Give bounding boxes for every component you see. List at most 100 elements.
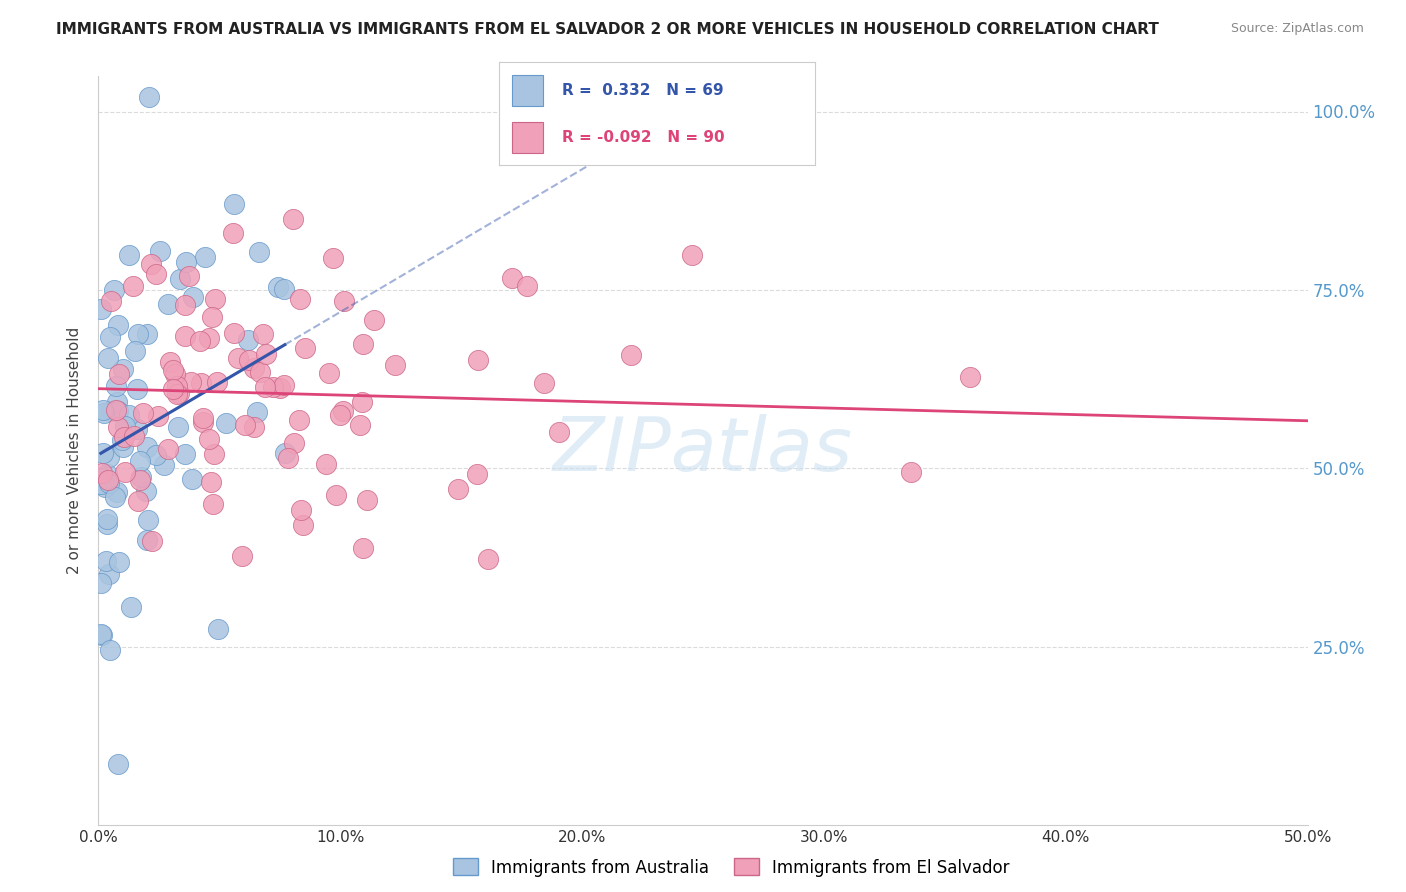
- Point: [198, 433, 221, 447]
- Point: [277, 450, 299, 465]
- Point: [96, 517, 118, 532]
- Point: [238, 353, 260, 368]
- Point: [107, 757, 129, 772]
- Point: [162, 382, 184, 396]
- Point: [363, 312, 385, 326]
- Point: [120, 600, 142, 615]
- Point: [467, 352, 489, 367]
- Point: [114, 466, 136, 480]
- Point: [127, 382, 149, 396]
- Point: [173, 447, 195, 461]
- Point: [135, 483, 157, 498]
- Point: [447, 483, 470, 497]
- Point: [98, 475, 121, 490]
- Point: [191, 410, 214, 425]
- FancyBboxPatch shape: [512, 122, 543, 153]
- Point: [107, 404, 129, 418]
- Point: [325, 488, 347, 502]
- Point: [107, 318, 129, 332]
- Point: [190, 376, 212, 391]
- Point: [112, 430, 135, 444]
- Point: [959, 370, 981, 384]
- Point: [90, 476, 112, 491]
- Point: [201, 310, 224, 324]
- Point: [222, 326, 245, 341]
- Point: [167, 385, 190, 400]
- Point: [96, 554, 118, 568]
- Point: [100, 403, 122, 417]
- Point: [157, 297, 180, 311]
- Point: [97, 473, 120, 487]
- Point: [169, 272, 191, 286]
- Point: [105, 484, 128, 499]
- Point: [477, 552, 499, 566]
- Point: [273, 378, 295, 392]
- Point: [124, 343, 146, 358]
- Point: [173, 329, 195, 343]
- Point: [246, 405, 269, 419]
- Point: [236, 333, 259, 347]
- Point: [247, 244, 270, 259]
- Point: [191, 416, 214, 430]
- Point: [252, 327, 274, 342]
- Point: [288, 292, 311, 306]
- Point: [269, 381, 291, 395]
- Point: [173, 298, 195, 312]
- Point: [111, 433, 134, 447]
- Point: [179, 269, 201, 284]
- Point: [222, 226, 245, 240]
- Point: [516, 278, 538, 293]
- Point: [98, 566, 121, 581]
- Point: [292, 517, 315, 532]
- Point: [243, 420, 266, 434]
- Point: [90, 627, 112, 641]
- Point: [197, 330, 219, 344]
- Point: [129, 454, 152, 468]
- Point: [96, 512, 118, 526]
- Point: [98, 450, 121, 464]
- Point: [222, 196, 245, 211]
- Point: [97, 351, 120, 365]
- Point: [156, 442, 179, 457]
- Point: [294, 342, 316, 356]
- Point: [135, 533, 157, 547]
- Point: [149, 244, 172, 259]
- Point: [90, 628, 112, 642]
- Point: [112, 361, 135, 376]
- Point: [165, 367, 187, 381]
- Point: [122, 429, 145, 443]
- Point: [105, 395, 128, 409]
- Point: [129, 470, 152, 484]
- Point: [274, 446, 297, 460]
- Point: [93, 406, 115, 420]
- Point: [188, 334, 211, 348]
- Point: [267, 280, 290, 294]
- Point: [114, 419, 136, 434]
- Point: [105, 403, 128, 417]
- Point: [136, 440, 159, 454]
- Point: [145, 448, 167, 462]
- Point: [249, 366, 271, 380]
- Point: [118, 408, 141, 422]
- Point: [288, 413, 311, 427]
- Point: [176, 254, 198, 268]
- Point: [153, 458, 176, 472]
- Point: [318, 367, 340, 381]
- Point: [181, 472, 204, 486]
- Point: [145, 267, 167, 281]
- Point: [100, 294, 122, 309]
- Point: [125, 422, 148, 436]
- Point: [94, 480, 117, 494]
- FancyBboxPatch shape: [512, 75, 543, 105]
- Point: [329, 408, 352, 422]
- Point: [228, 351, 250, 365]
- Point: [98, 643, 121, 657]
- Point: [96, 467, 118, 481]
- Point: [90, 467, 112, 481]
- Point: [350, 395, 373, 409]
- Point: [183, 290, 205, 304]
- Point: [127, 494, 149, 508]
- Point: [253, 380, 276, 394]
- Point: [111, 440, 134, 454]
- Point: [200, 475, 222, 489]
